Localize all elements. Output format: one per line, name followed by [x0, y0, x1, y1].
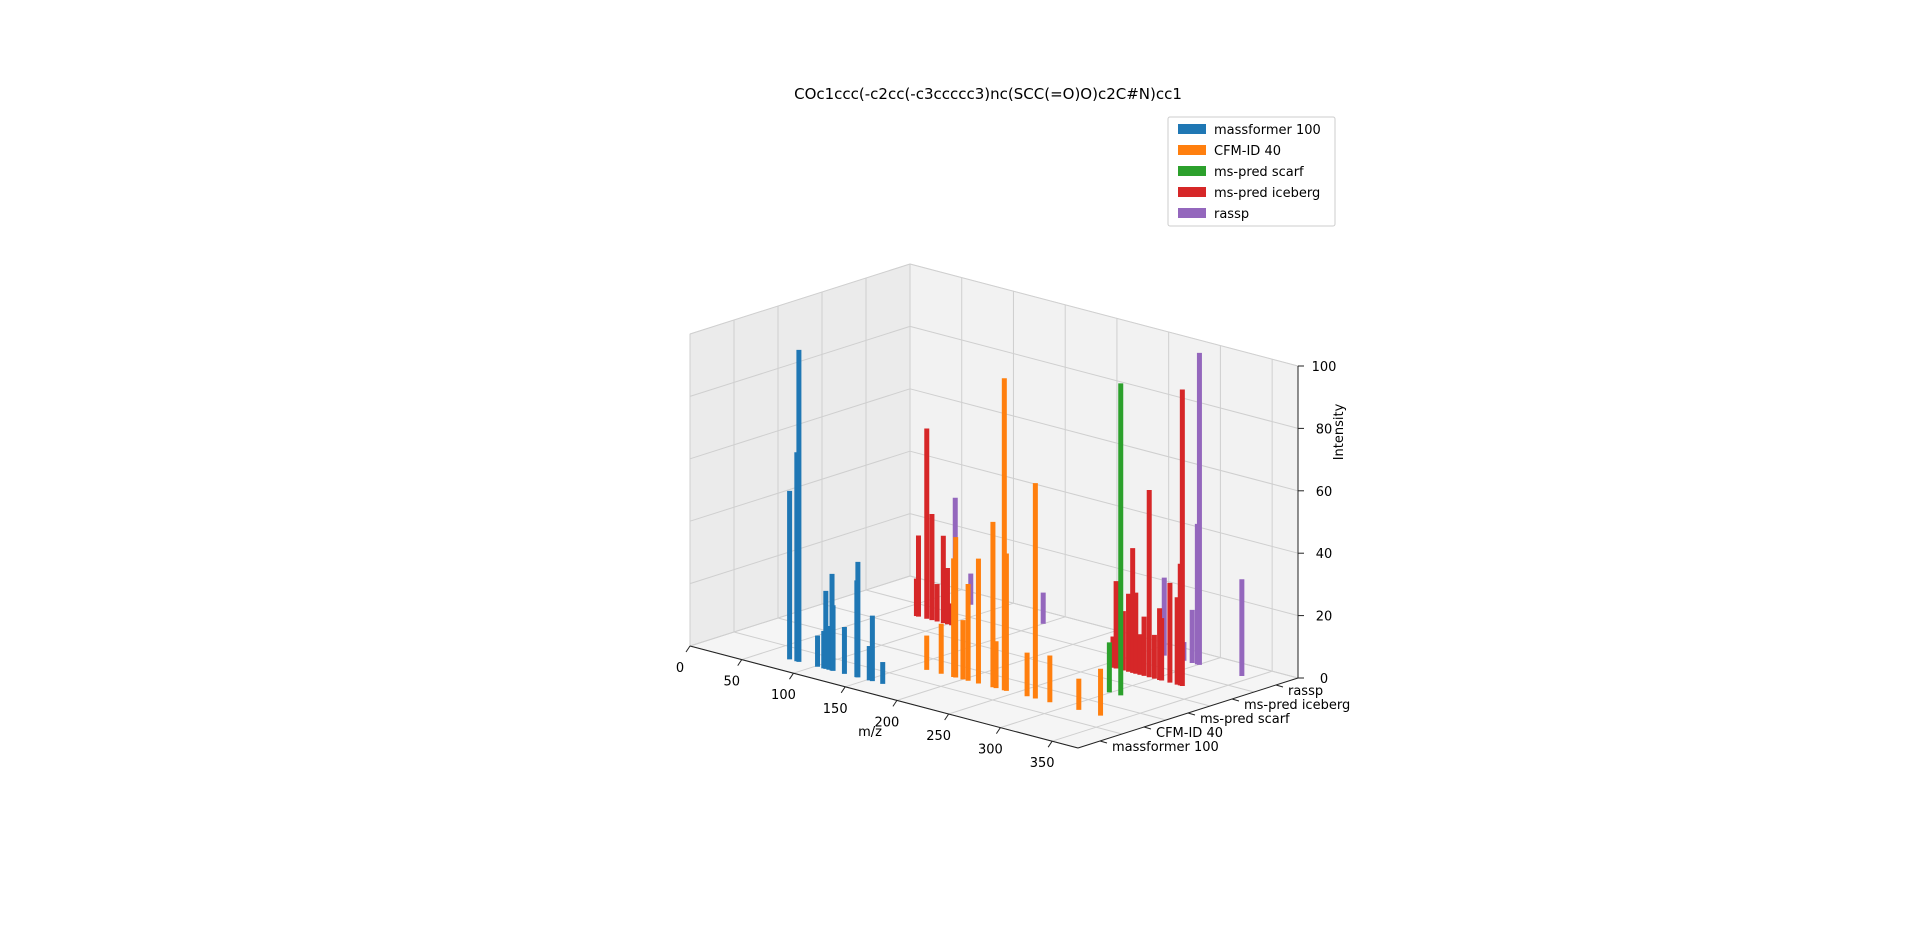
- depth-tick-label: rassp: [1288, 684, 1323, 699]
- series-massformer-100: [787, 349, 886, 684]
- depth-tick-label: CFM-ID 40: [1156, 726, 1223, 741]
- x-tick-label: 200: [875, 715, 900, 730]
- z-gridline-back: [909, 325, 1299, 429]
- bars: [787, 349, 1245, 716]
- z-tick-label: 60: [1316, 485, 1333, 500]
- x-tick: [737, 659, 743, 666]
- x-tick-label: 50: [723, 675, 740, 690]
- series-ms-pred-iceberg: [913, 389, 1185, 686]
- x-axis-line: [689, 645, 1079, 749]
- x-tick: [840, 686, 846, 694]
- x-tick-label: 300: [978, 743, 1003, 758]
- depth-tick: [1187, 712, 1196, 716]
- x-tick: [789, 672, 794, 680]
- legend-label: rassp: [1214, 207, 1249, 222]
- legend: massformer 100 CFM-ID 40 ms-pred scarf ms-p…: [1167, 116, 1336, 227]
- legend-swatch: [1178, 145, 1206, 155]
- x-gridline-floor: [1051, 670, 1273, 742]
- x-tick: [892, 700, 898, 707]
- z-gridline-back: [909, 575, 1299, 679]
- x-tick-label: 250: [926, 729, 951, 744]
- legend-label: ms-pred iceberg: [1214, 186, 1320, 201]
- z-tick-label: 40: [1316, 547, 1333, 562]
- z-tick-label: 80: [1316, 422, 1333, 437]
- z-gridline-back: [909, 450, 1299, 554]
- chart-title: COc1ccc(-c2cc(-c3ccccc3)nc(SCC(=O)O)c2C#…: [794, 85, 1182, 103]
- x-tick-label: 0: [676, 661, 684, 676]
- z-gridline-back: [909, 513, 1299, 617]
- z-gridline-back: [909, 263, 1299, 367]
- z-axis-label: Intensity: [1332, 403, 1347, 460]
- legend-swatch: [1178, 166, 1206, 176]
- depth-tick: [1231, 698, 1240, 702]
- series-ms-pred-scarf: [1106, 383, 1124, 696]
- z-gridline-back: [909, 388, 1299, 492]
- x-tick-label: 150: [823, 702, 848, 717]
- legend-label: massformer 100: [1214, 123, 1321, 138]
- x-tick-label: 100: [771, 688, 796, 703]
- legend-frame: [1167, 116, 1336, 227]
- depth-tick-label: ms-pred scarf: [1200, 712, 1290, 727]
- legend-swatch: [1178, 124, 1206, 134]
- legend-label: ms-pred scarf: [1214, 165, 1304, 180]
- legend-swatch: [1178, 208, 1206, 218]
- x-tick: [685, 645, 691, 653]
- depth-tick-label: ms-pred iceberg: [1244, 698, 1350, 713]
- x-tick: [995, 727, 1001, 734]
- depth-gridline-floor: [821, 603, 1211, 707]
- depth-tick: [1275, 684, 1284, 688]
- x-tick-label: 350: [1030, 756, 1055, 771]
- axis-lines: [685, 365, 1304, 749]
- depth-tick: [1099, 740, 1108, 744]
- z-tick-label: 100: [1312, 360, 1337, 375]
- depth-tick: [1143, 726, 1152, 730]
- z-tick-label: 20: [1316, 610, 1333, 625]
- x-tick: [944, 713, 950, 721]
- legend-label: CFM-ID 40: [1214, 144, 1281, 159]
- x-axis-label: m/z: [858, 725, 882, 740]
- legend-swatch: [1178, 187, 1206, 197]
- series-cfm-id-40: [924, 378, 1104, 716]
- z-tick-label: 0: [1320, 672, 1328, 687]
- x-tick: [1047, 740, 1053, 748]
- z-gridline-side: [689, 263, 911, 335]
- depth-tick-label: massformer 100: [1112, 740, 1219, 755]
